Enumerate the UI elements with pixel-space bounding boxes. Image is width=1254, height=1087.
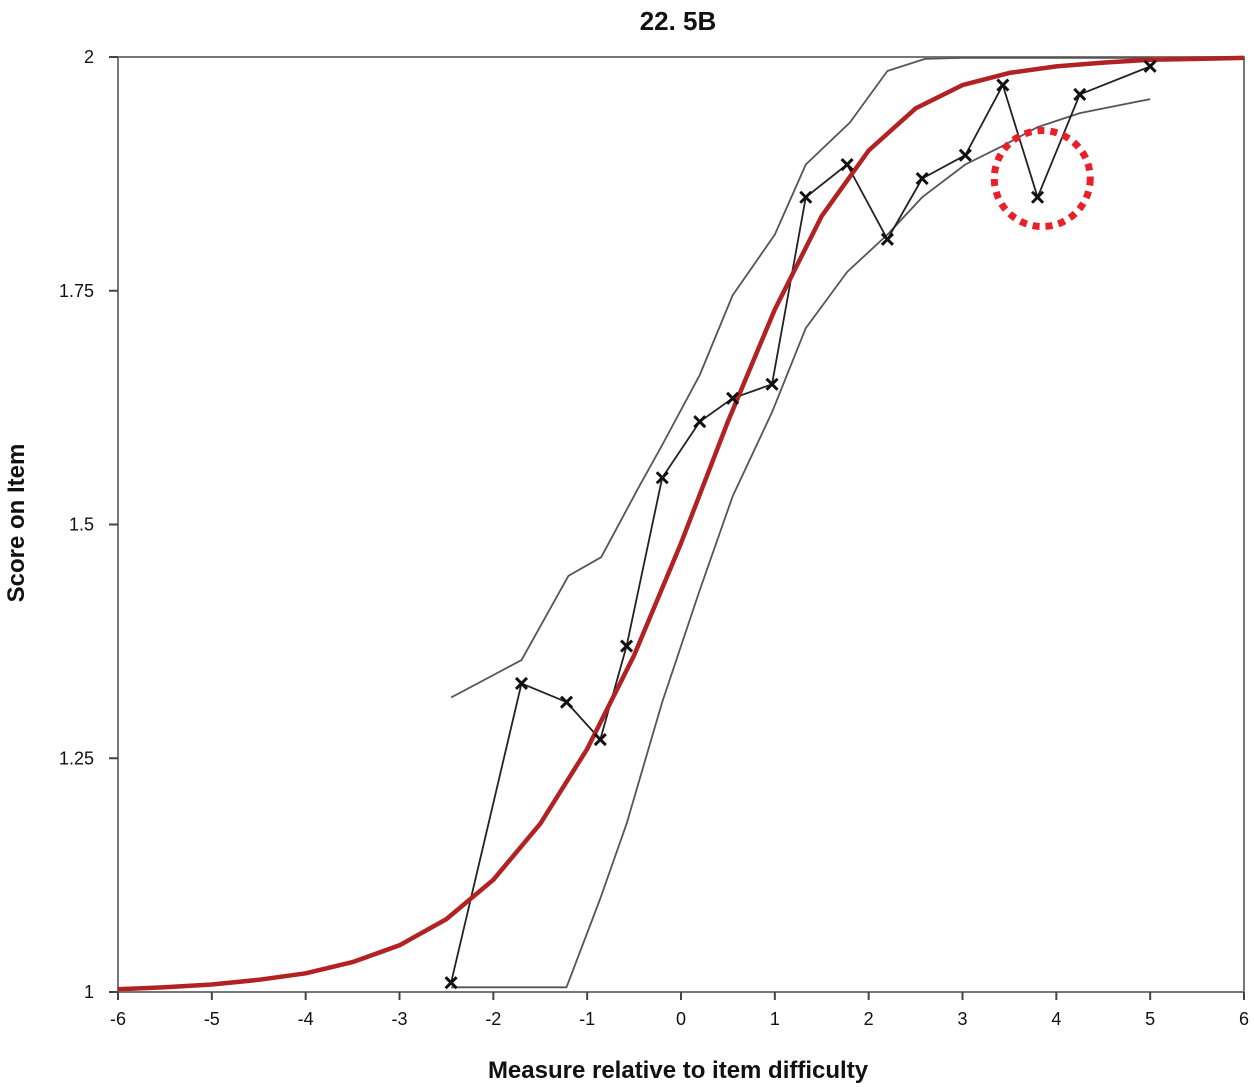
x-tick-label: 2 — [864, 1009, 874, 1029]
observed-point-marker — [915, 171, 929, 186]
observed-point-marker — [1073, 87, 1087, 101]
axis-ticks: -6 -5 -4 -3 -2 -1 0 1 2 3 4 5 6 1 1.25 1.5 1.75 2 — [59, 47, 1249, 1029]
marker-stroke — [1031, 190, 1045, 204]
expected-score-curve — [117, 55, 1245, 992]
x-tick-label: 3 — [957, 1009, 967, 1029]
observed-point-marker — [559, 695, 574, 709]
marker-stroke — [559, 695, 574, 709]
x-tick-label: 1 — [770, 1009, 780, 1029]
series-layer — [117, 55, 1245, 992]
upper-confidence-line — [450, 57, 1151, 699]
marker-stroke — [765, 377, 779, 391]
marker-stroke — [880, 232, 894, 246]
x-tick-label: 6 — [1239, 1009, 1249, 1029]
marker-stroke — [693, 415, 707, 429]
marker-stroke — [840, 157, 854, 172]
marker-stroke — [514, 676, 529, 691]
marker-stroke — [655, 471, 669, 485]
marker-stroke — [1143, 59, 1157, 73]
plot-border — [117, 56, 1245, 993]
x-tick-label: 4 — [1051, 1009, 1061, 1029]
y-tick-label: 1.75 — [59, 281, 94, 301]
observed-point-marker — [726, 391, 740, 405]
marker-stroke — [726, 391, 740, 405]
x-tick-label: -2 — [485, 1009, 501, 1029]
y-tick-label: 1.5 — [69, 515, 94, 535]
x-tick-label: -5 — [204, 1009, 220, 1029]
marker-stroke — [593, 732, 607, 747]
observed-score-line — [450, 65, 1151, 983]
observed-point-marker — [620, 639, 634, 653]
observed-point-marker — [799, 190, 813, 204]
x-tick-label: -4 — [298, 1009, 314, 1029]
observed-point-marker — [765, 377, 779, 391]
y-tick-label: 1.25 — [59, 748, 94, 768]
y-tick-label: 1 — [84, 982, 94, 1002]
marker-stroke — [958, 148, 972, 162]
observed-point-marker — [958, 148, 972, 162]
observed-point-marker — [996, 78, 1010, 92]
observed-point-marker — [1143, 59, 1157, 73]
x-tick-label: 5 — [1145, 1009, 1155, 1029]
x-axis-label: Measure relative to item difficulty — [488, 1057, 869, 1084]
observed-point-marker — [514, 676, 529, 691]
x-tick-label: 0 — [676, 1009, 686, 1029]
marker-stroke — [444, 976, 458, 990]
marker-stroke — [915, 171, 929, 186]
observed-point-marker — [444, 976, 458, 990]
lower-confidence-line — [451, 98, 1151, 989]
x-tick-label: -1 — [579, 1009, 595, 1029]
observed-point-marker — [880, 232, 894, 246]
marker-stroke — [620, 639, 634, 653]
observed-point-marker — [693, 415, 707, 429]
x-tick-label: -3 — [391, 1009, 407, 1029]
observed-point-marker — [1031, 190, 1045, 204]
y-tick-label: 2 — [84, 47, 94, 67]
highlight-circle — [990, 127, 1094, 231]
marker-stroke — [996, 78, 1010, 92]
observed-point-marker — [655, 471, 669, 485]
plot-frame — [117, 56, 1245, 993]
marker-stroke — [799, 190, 813, 204]
observed-point-marker — [840, 157, 854, 172]
y-axis-label: Score on Item — [3, 444, 30, 603]
marker-stroke — [1073, 87, 1087, 101]
chart-title: 22. 5B — [640, 6, 717, 36]
x-tick-label: -6 — [110, 1009, 126, 1029]
annotation-layer — [990, 127, 1094, 231]
observed-point-marker — [593, 732, 607, 747]
